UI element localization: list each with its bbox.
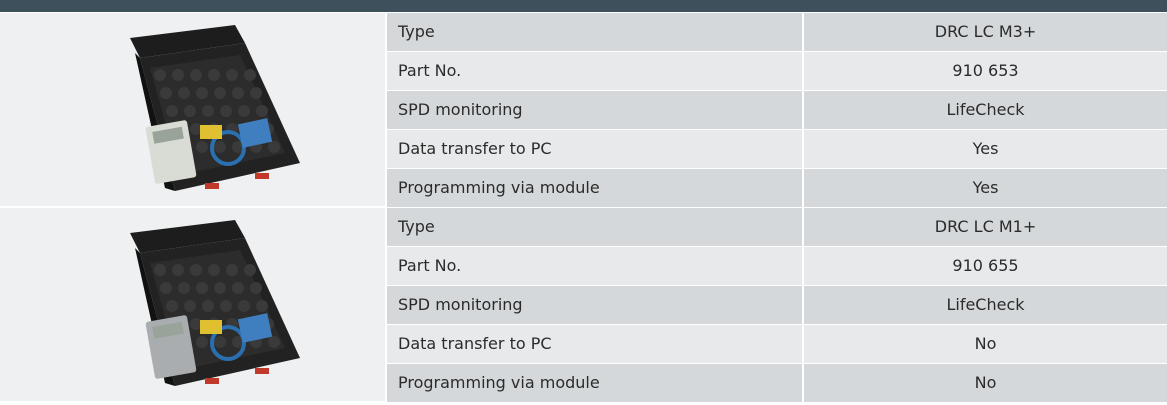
image-cell [0, 208, 385, 401]
spec-row: SPD monitoring LifeCheck [387, 286, 1167, 324]
spec-value: No [804, 364, 1167, 402]
spec-value: Yes [804, 169, 1167, 207]
spec-value: LifeCheck [804, 286, 1167, 324]
spec-value: LifeCheck [804, 91, 1167, 129]
image-cell [0, 13, 385, 206]
product-image [130, 220, 300, 386]
spec-row: Type DRC LC M1+ [387, 208, 1167, 246]
spec-label: Part No. [387, 52, 802, 90]
header-bar [0, 0, 1167, 12]
product-image [130, 25, 300, 191]
spec-row: SPD monitoring LifeCheck [387, 91, 1167, 129]
spec-row: Type DRC LC M3+ [387, 13, 1167, 51]
spec-label: Type [387, 208, 802, 246]
spec-row: Part No. 910 655 [387, 247, 1167, 285]
spec-row: Programming via module No [387, 364, 1167, 402]
spec-value: 910 655 [804, 247, 1167, 285]
spec-label: Data transfer to PC [387, 130, 802, 168]
spec-row: Programming via module Yes [387, 169, 1167, 207]
spec-value: DRC LC M1+ [804, 208, 1167, 246]
spec-value: 910 653 [804, 52, 1167, 90]
spec-row: Data transfer to PC No [387, 325, 1167, 363]
spec-value: Yes [804, 130, 1167, 168]
spec-label: Data transfer to PC [387, 325, 802, 363]
product-block: Type DRC LC M1+ Part No. 910 655 SPD monitor… [0, 208, 1167, 402]
spec-label: SPD monitoring [387, 286, 802, 324]
spec-value: DRC LC M3+ [804, 13, 1167, 51]
spec-label: Programming via module [387, 169, 802, 207]
spec-value: No [804, 325, 1167, 363]
spec-label: Type [387, 13, 802, 51]
spec-row: Data transfer to PC Yes [387, 130, 1167, 168]
product-block: Type DRC LC M3+ Part No. 910 653 SPD monitor… [0, 13, 1167, 207]
spec-label: Part No. [387, 247, 802, 285]
spec-row: Part No. 910 653 [387, 52, 1167, 90]
spec-label: Programming via module [387, 364, 802, 402]
spec-label: SPD monitoring [387, 91, 802, 129]
